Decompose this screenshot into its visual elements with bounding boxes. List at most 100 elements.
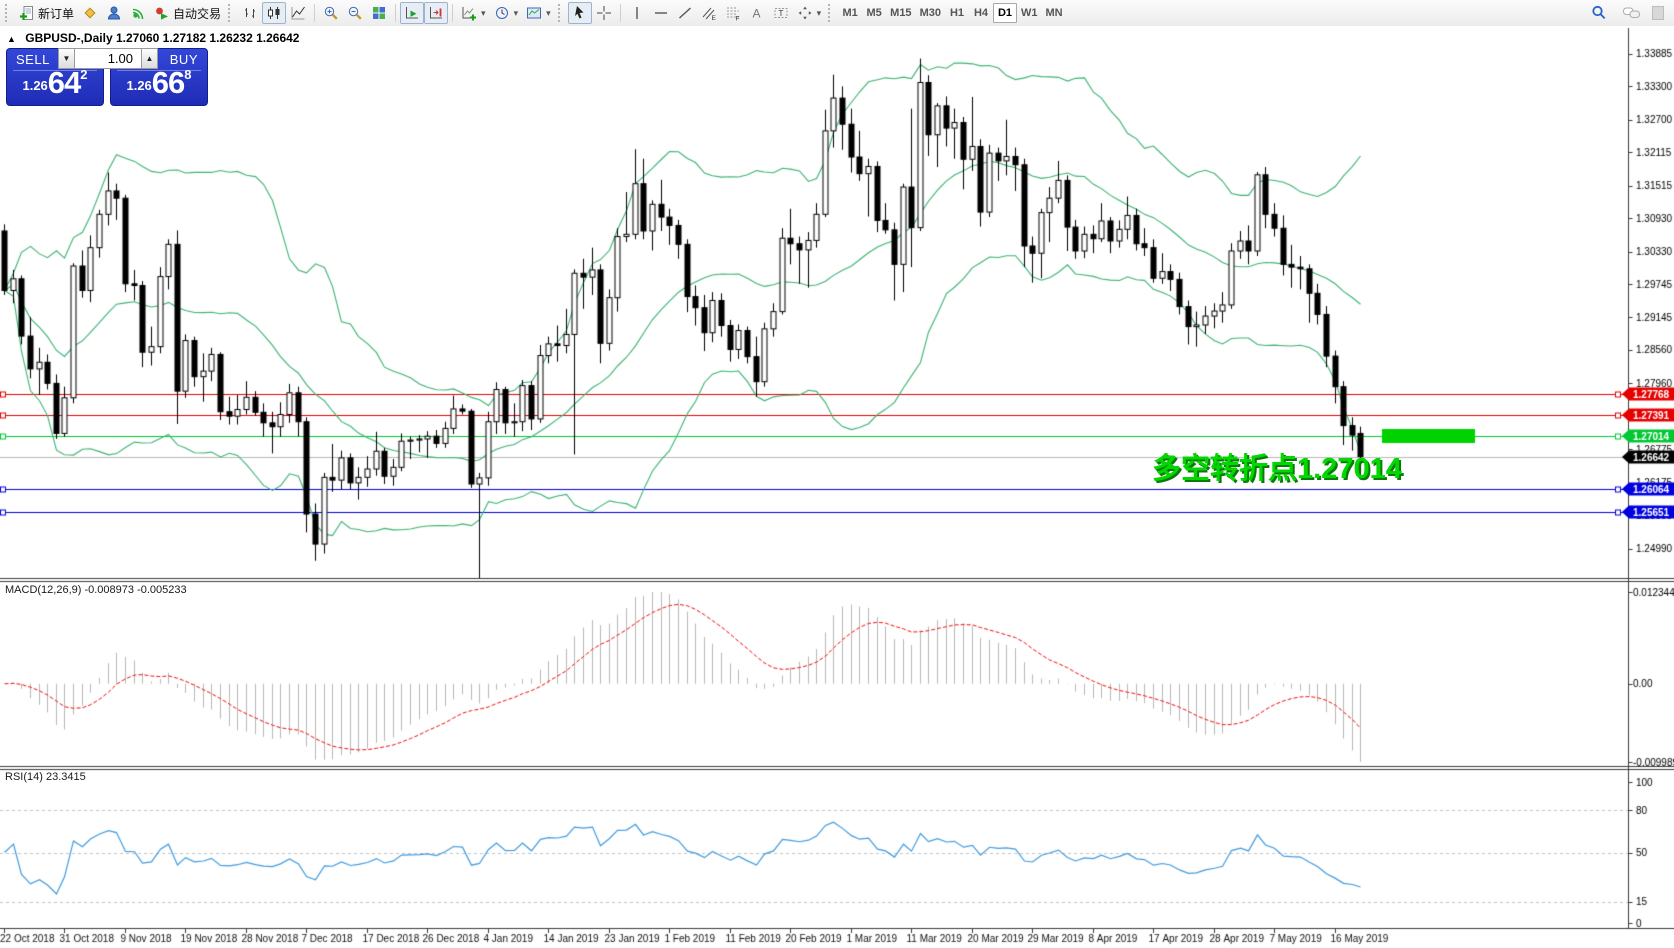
channel-icon: E — [702, 7, 716, 21]
macd-indicator-label: MACD(12,26,9) -0.008973 -0.005233 — [5, 584, 187, 596]
toolbar-grip[interactable] — [5, 4, 12, 22]
vps-button[interactable] — [102, 2, 126, 24]
new-order-icon — [20, 6, 33, 20]
sell-button[interactable]: SELL 1.26642 — [6, 48, 104, 106]
sell-label: SELL — [16, 52, 50, 67]
text-label-button[interactable]: T — [769, 2, 793, 24]
chevron-down-icon: ▾ — [513, 7, 519, 18]
timeframe-m30-button[interactable]: M30 — [916, 3, 945, 23]
timeframe-m5-button[interactable]: M5 — [862, 3, 886, 23]
toolbar-separator — [395, 4, 397, 22]
templates-button[interactable]: ▾ — [522, 2, 555, 24]
zoom-out-button[interactable] — [343, 2, 367, 24]
line-chart-button[interactable] — [286, 2, 310, 24]
search-button[interactable] — [1586, 2, 1612, 24]
toolbar-grip[interactable] — [828, 4, 835, 22]
volume-decrease-button[interactable]: ▼ — [58, 48, 75, 69]
auto-scroll-icon — [406, 7, 419, 19]
horizontal-line-icon — [654, 12, 667, 14]
svg-text:T: T — [778, 9, 783, 18]
bar-chart-button[interactable] — [238, 2, 262, 24]
volume-input[interactable] — [75, 48, 141, 69]
zoom-in-button[interactable] — [319, 2, 343, 24]
zoom-in-icon — [324, 6, 338, 20]
divider — [13, 70, 97, 71]
candlestick-chart-button[interactable] — [262, 2, 287, 24]
search-icon — [1592, 5, 1606, 20]
trendline-button[interactable] — [673, 2, 697, 24]
signals-button[interactable] — [126, 2, 150, 24]
timeframe-h1-button[interactable]: H1 — [945, 3, 969, 23]
buy-price-small: 1.26 — [126, 78, 152, 93]
symbol-header: ▲ GBPUSD-,Daily 1.27060 1.27182 1.26232 … — [7, 31, 299, 45]
autotrading-icon — [156, 7, 169, 20]
vertical-line-button[interactable] — [625, 2, 649, 24]
rsi-indicator-label: RSI(14) 23.3415 — [5, 771, 86, 783]
autotrading-button[interactable]: 自动交易 — [150, 2, 225, 24]
symbol-name: GBPUSD-,Daily — [25, 31, 113, 45]
text-label-icon: T — [774, 8, 788, 18]
template-icon — [527, 7, 542, 19]
volume-increase-button[interactable]: ▲ — [141, 48, 158, 69]
timeframe-w1-button[interactable]: W1 — [1017, 3, 1042, 23]
sell-price-small: 1.26 — [22, 78, 48, 93]
gold-diamond-icon — [84, 7, 96, 19]
chat-button[interactable] — [1618, 2, 1646, 24]
arrows-icon — [798, 6, 812, 20]
fibonacci-button[interactable]: F — [721, 2, 745, 24]
svg-text:F: F — [735, 16, 739, 22]
annotation-text[interactable]: 多空转折点1.27014 — [1152, 453, 1402, 485]
svg-text:E: E — [711, 15, 716, 21]
sell-price-sup: 2 — [80, 67, 88, 82]
volume-control: ▼ ▲ — [58, 48, 158, 69]
chart-shift-button[interactable] — [424, 2, 449, 24]
collapse-panel-icon[interactable]: ▲ — [7, 34, 16, 44]
timeframe-mn-button[interactable]: MN — [1041, 3, 1066, 23]
tile-windows-icon — [373, 7, 386, 19]
autotrading-label: 自动交易 — [173, 6, 222, 21]
toolbar-grip[interactable] — [557, 4, 565, 22]
signal-icon — [132, 8, 144, 20]
auto-scroll-button[interactable] — [400, 2, 425, 24]
cursor-button[interactable] — [567, 2, 592, 24]
toolbar-separator — [452, 4, 454, 22]
person-icon — [108, 6, 121, 20]
divider — [117, 70, 201, 71]
new-chart-button[interactable]: ▾ — [457, 2, 490, 24]
buy-price: 1.26668 — [111, 65, 207, 101]
trendline-icon — [678, 7, 691, 19]
new-chart-icon — [462, 7, 477, 21]
crosshair-icon — [596, 6, 611, 20]
arrows-button[interactable]: ▾ — [793, 2, 826, 24]
sell-price: 1.26642 — [7, 65, 103, 101]
equidistant-channel-button[interactable]: E — [697, 2, 721, 24]
timeframe-h4-button[interactable]: H4 — [969, 3, 993, 23]
tile-windows-button[interactable] — [367, 2, 391, 24]
toolbar-overflow-handle[interactable] — [1652, 6, 1664, 20]
timeframe-d1-button[interactable]: D1 — [992, 3, 1017, 23]
metaeditor-button[interactable] — [78, 2, 102, 24]
candlestick-icon — [268, 7, 280, 19]
new-order-button[interactable]: 新订单 — [15, 2, 78, 24]
chevron-down-icon: ▾ — [816, 7, 822, 18]
text-a-icon: A — [752, 7, 760, 21]
periodicity-button[interactable]: ▾ — [490, 2, 523, 24]
crosshair-button[interactable] — [592, 2, 616, 24]
zoom-out-icon — [348, 6, 362, 20]
symbol-ohlc-values: 1.27060 1.27182 1.26232 1.26642 — [115, 31, 300, 45]
main-toolbar: 新订单 自动交易 ▾ ▾ — [0, 0, 1674, 26]
toolbar-grip[interactable] — [228, 4, 235, 22]
toolbar-separator — [314, 4, 316, 22]
bar-chart-icon — [245, 8, 256, 18]
horizontal-line-button[interactable] — [649, 2, 673, 24]
toolbar-separator — [619, 4, 621, 22]
chevron-down-icon: ▾ — [481, 7, 486, 18]
timeframe-m1-button[interactable]: M1 — [838, 3, 862, 23]
sell-price-big: 64 — [47, 65, 81, 100]
buy-price-big: 66 — [151, 65, 185, 100]
timeframe-m15-button[interactable]: M15 — [886, 3, 915, 23]
chart-canvas[interactable] — [0, 26, 1674, 948]
text-button[interactable]: A — [745, 2, 769, 24]
buy-label: BUY — [169, 52, 198, 67]
chevron-down-icon: ▾ — [546, 7, 551, 18]
